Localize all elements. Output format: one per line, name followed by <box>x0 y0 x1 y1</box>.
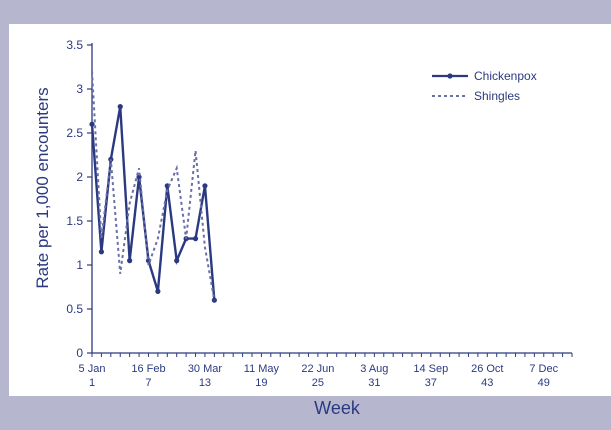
x-tick-date-label: 3 Aug <box>360 363 388 375</box>
data-point-chickenpox <box>117 104 123 110</box>
x-tick-date-label: 14 Sep <box>413 363 448 375</box>
series-group <box>89 71 217 303</box>
plot-area <box>9 24 611 396</box>
y-tick-label: 1 <box>76 258 83 272</box>
x-tick-week-label: 25 <box>312 377 324 389</box>
legend-marker-chickenpox <box>447 73 453 79</box>
data-point-chickenpox <box>202 183 208 189</box>
y-tick-label: 3.5 <box>66 38 83 52</box>
x-tick-date-label: 30 Mar <box>188 363 223 375</box>
y-tick-label: 1.5 <box>66 214 83 228</box>
x-tick-date-label: 5 Jan <box>79 363 106 375</box>
data-point-chickenpox <box>127 258 133 264</box>
x-tick-date-label: 22 Jun <box>301 363 334 375</box>
y-axis: 0 0.5 1 1.5 2 2.5 3 3.5 <box>66 38 93 360</box>
data-point-chickenpox <box>164 183 170 189</box>
legend-label-chickenpox: Chickenpox <box>474 69 537 83</box>
x-tick-date-label: 26 Oct <box>471 363 503 375</box>
data-point-chickenpox <box>98 249 105 255</box>
x-axis: 5 Jan 1 16 Feb 7 30 Mar 13 11 May 19 22 Jun 25 3 A… <box>79 352 573 389</box>
y-tick-label: 0 <box>76 346 83 360</box>
y-axis-label: Rate per 1,000 encounters <box>33 87 52 288</box>
legend: Chickenpox Shingles <box>432 69 537 103</box>
x-tick-week-label: 7 <box>145 377 151 389</box>
y-tick-label: 2.5 <box>66 126 83 140</box>
series-line-shingles <box>91 71 216 301</box>
legend-label-shingles: Shingles <box>474 89 520 103</box>
x-tick-date-label: 11 May <box>244 363 280 375</box>
data-point-chickenpox <box>174 258 180 264</box>
x-tick-week-label: 49 <box>538 377 550 389</box>
y-tick-label: 2 <box>76 170 83 184</box>
x-axis-label: Week <box>314 398 361 418</box>
data-point-chickenpox <box>136 174 142 180</box>
x-tick-week-label: 19 <box>255 377 267 389</box>
y-tick-label: 0.5 <box>66 302 83 316</box>
x-tick-week-label: 37 <box>425 377 437 389</box>
x-tick-week-label: 1 <box>89 377 95 389</box>
data-point-chickenpox <box>89 121 95 127</box>
data-point-chickenpox <box>192 236 199 242</box>
x-tick-week-label: 13 <box>199 377 211 389</box>
data-point-chickenpox <box>155 288 161 294</box>
x-tick-week-label: 31 <box>368 377 380 389</box>
x-tick-date-label: 16 Feb <box>131 363 165 375</box>
x-tick-date-label: 7 Dec <box>529 363 558 375</box>
x-tick-week-label: 43 <box>481 377 493 389</box>
y-tick-label: 3 <box>76 82 83 96</box>
